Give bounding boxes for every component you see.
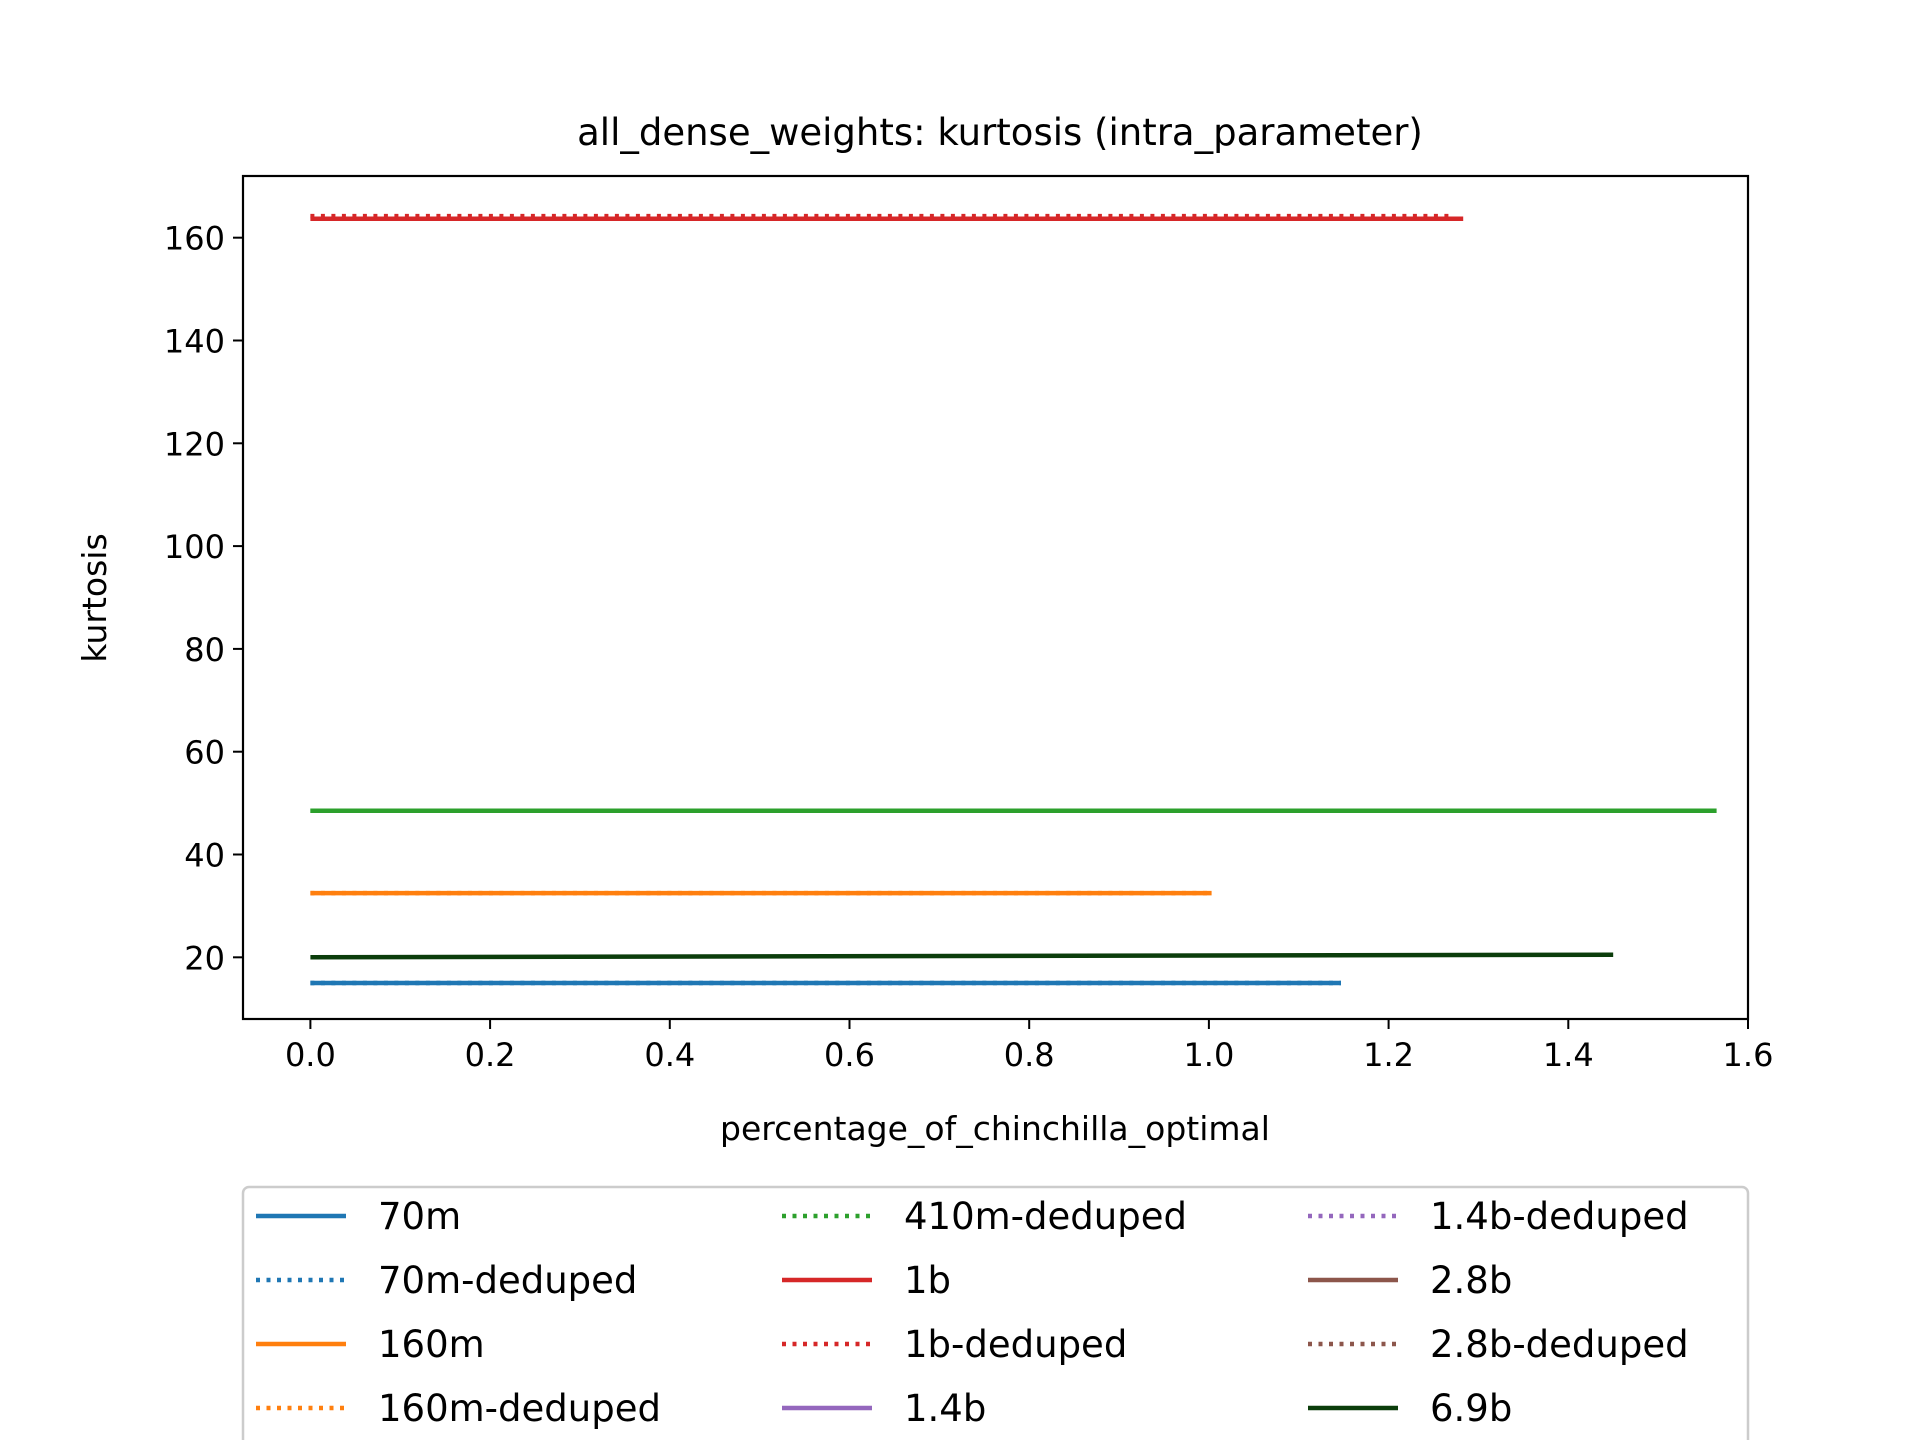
plot-area-frame — [241, 174, 1750, 1021]
x-tick-label: 0.0 — [285, 1036, 336, 1074]
legend-label-410m-deduped: 410m-deduped — [904, 1195, 1187, 1238]
legend-label-70m: 70m — [378, 1195, 461, 1238]
y-tick-label: 160 — [164, 220, 225, 258]
chart-title: all_dense_weights: kurtosis (intra_param… — [577, 111, 1423, 154]
legend: 70m 70m-deduped 160m 160m-deduped 410m-dedup… — [241, 1185, 1750, 1444]
y-tick-label: 60 — [184, 734, 225, 772]
legend-label-70m-deduped: 70m-deduped — [378, 1259, 637, 1302]
legend-label-160m-deduped: 160m-deduped — [378, 1387, 661, 1430]
x-axis-label: percentage_of_chinchilla_optimal — [720, 1109, 1270, 1148]
x-tick-label: 1.4 — [1543, 1036, 1594, 1074]
x-tick-label: 1.0 — [1183, 1036, 1234, 1074]
x-tick-label: 1.2 — [1363, 1036, 1414, 1074]
legend-label-1-4b-deduped: 1.4b-deduped — [1430, 1195, 1689, 1238]
y-tick-label: 140 — [164, 322, 225, 360]
y-tick-label: 40 — [184, 837, 225, 875]
legend-label-1-4b: 1.4b — [904, 1387, 986, 1430]
x-tick-label: 0.4 — [644, 1036, 695, 1074]
legend-box — [241, 1185, 1750, 1444]
legend-label-2-8b-deduped: 2.8b-deduped — [1430, 1323, 1689, 1366]
x-tick-label: 0.6 — [824, 1036, 875, 1074]
y-tick-label: 20 — [184, 939, 225, 977]
legend-label-1b: 1b — [904, 1259, 951, 1302]
series-line-6-9b — [310, 952, 1614, 960]
y-axis-label: kurtosis — [75, 533, 114, 662]
y-tick-label: 100 — [164, 528, 225, 566]
x-tick-label: 1.6 — [1723, 1036, 1774, 1074]
legend-label-160m: 160m — [378, 1323, 485, 1366]
y-tick-label: 120 — [164, 425, 225, 463]
legend-label-6-9b: 6.9b — [1430, 1387, 1512, 1430]
legend-label-1b-deduped: 1b-deduped — [904, 1323, 1127, 1366]
x-tick-label: 0.2 — [465, 1036, 516, 1074]
legend-label-2-8b: 2.8b — [1430, 1259, 1512, 1302]
y-tick-label: 80 — [184, 631, 225, 669]
x-tick-label: 0.8 — [1004, 1036, 1055, 1074]
